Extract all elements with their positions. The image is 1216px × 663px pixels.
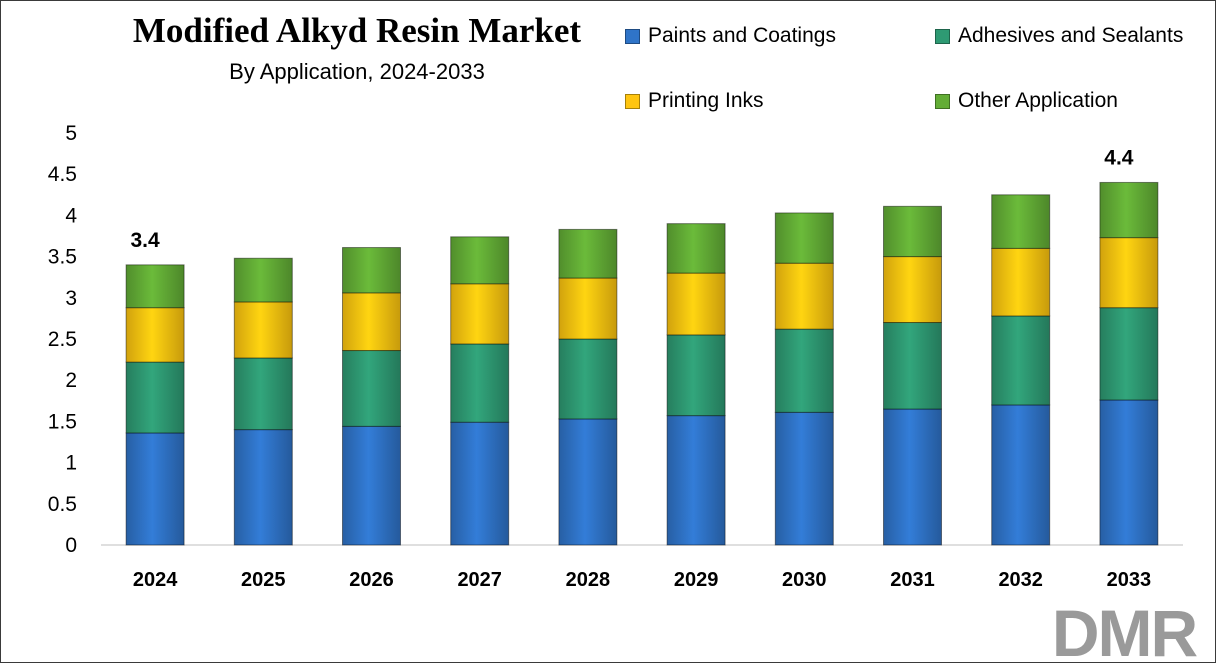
- legend-swatch-paints: [625, 28, 640, 44]
- bar-segment: [774, 411, 834, 546]
- bar-segment: [666, 272, 726, 336]
- bar-segment: [774, 262, 834, 330]
- bar-segment: [450, 421, 510, 546]
- bar-segment: [883, 408, 942, 546]
- bar-segment: [558, 277, 618, 340]
- dmr-logo: DMR: [1052, 602, 1200, 660]
- bar-segment: [233, 301, 293, 359]
- bar-segment: [666, 334, 726, 417]
- bar-segment: [991, 315, 1051, 406]
- y-tick-label: 4: [65, 204, 77, 227]
- data-label: 3.4: [130, 229, 160, 252]
- bar-segment: [774, 212, 834, 264]
- bar-segment: [450, 283, 510, 345]
- bar-segment: [125, 307, 185, 363]
- bar-segment: [342, 350, 401, 427]
- x-tick-label: 2033: [1107, 569, 1152, 591]
- data-label: 4.4: [1104, 146, 1134, 169]
- legend-item-adhesives: Adhesives and Sealants: [935, 24, 1183, 48]
- y-tick-label: 1: [65, 452, 77, 475]
- y-tick-label: 3.5: [48, 246, 77, 269]
- bar-segment: [342, 292, 401, 352]
- x-tick-label: 2030: [782, 569, 827, 591]
- legend-label-printing-inks: Printing Inks: [648, 89, 764, 112]
- x-tick-label: 2025: [241, 569, 286, 591]
- bar-segment: [883, 205, 942, 258]
- legend-item-other: Other Application: [935, 89, 1118, 113]
- bar-segment: [883, 256, 942, 324]
- chart-title: Modified Alkyd Resin Market: [132, 11, 582, 50]
- bar-segment: [666, 223, 726, 274]
- y-tick-label: 3: [65, 287, 77, 310]
- bar-segment: [233, 429, 293, 546]
- legend-swatch-printing-inks: [625, 93, 640, 109]
- bar-segment: [233, 357, 293, 431]
- legend-label-adhesives: Adhesives and Sealants: [958, 24, 1184, 47]
- legend-item-printing-inks: Printing Inks: [625, 89, 764, 113]
- bar-segment: [125, 432, 185, 546]
- legend-label-other: Other Application: [958, 89, 1118, 112]
- bar-segment: [991, 194, 1051, 249]
- bar-segment: [342, 425, 401, 546]
- x-tick-label: 2032: [998, 569, 1043, 591]
- bar-segment: [1099, 307, 1159, 401]
- x-tick-label: 2024: [133, 569, 178, 591]
- legend-label-paints: Paints and Coatings: [648, 24, 836, 47]
- y-tick-label: 4.5: [48, 163, 77, 186]
- bar-segment: [342, 247, 401, 294]
- bar-segment: [1099, 181, 1159, 239]
- y-tick-label: 1.5: [48, 410, 77, 433]
- legend-item-paints: Paints and Coatings: [625, 24, 836, 48]
- legend-swatch-other: [935, 93, 950, 109]
- x-tick-label: 2029: [674, 569, 719, 591]
- bar-segment: [450, 343, 510, 423]
- y-tick-label: 2.5: [48, 328, 77, 351]
- bar-segment: [233, 257, 293, 303]
- y-tick-label: 0: [65, 534, 77, 557]
- x-tick-label: 2028: [566, 569, 611, 591]
- bar-segment: [450, 236, 510, 285]
- bar-segment: [1099, 399, 1159, 546]
- bar-segment: [125, 361, 185, 434]
- bar-segment: [991, 247, 1051, 317]
- bar-segment: [558, 418, 618, 546]
- bar-segment: [558, 338, 618, 420]
- x-tick-label: 2026: [349, 569, 394, 591]
- bar-segment: [1099, 237, 1159, 309]
- bar-segment: [774, 328, 834, 413]
- bar-segment: [991, 404, 1051, 546]
- bar-segment: [666, 415, 726, 546]
- y-tick-label: 0.5: [48, 493, 77, 516]
- chart-subtitle: By Application, 2024-2033: [229, 59, 485, 84]
- logo-text: DMR: [1052, 602, 1198, 660]
- bar-segment: [125, 264, 185, 309]
- x-tick-label: 2031: [890, 569, 935, 591]
- bar-segment: [883, 322, 942, 410]
- x-tick-label: 2027: [457, 569, 502, 591]
- bar-segment: [558, 228, 618, 279]
- y-tick-label: 2: [65, 369, 77, 392]
- legend-swatch-adhesives: [935, 28, 950, 44]
- y-tick-label: 5: [65, 122, 77, 145]
